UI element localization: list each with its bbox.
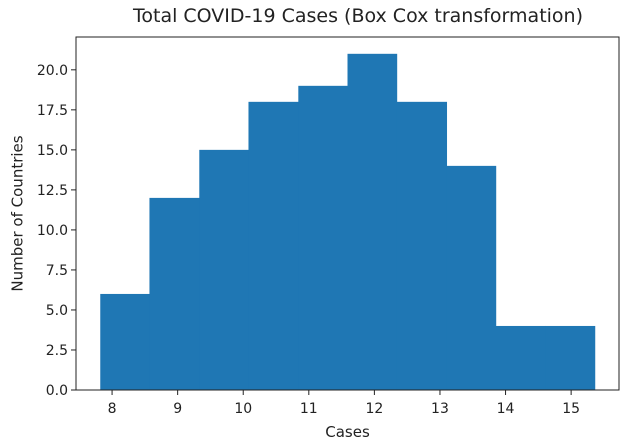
y-tick-label: 15.0 (37, 143, 68, 159)
x-tick-label: 10 (234, 401, 252, 417)
bar-4 (298, 85, 348, 390)
x-tick-label: 13 (431, 401, 449, 417)
y-tick-label: 7.5 (46, 263, 68, 279)
plot-frame (75, 36, 620, 391)
x-tick-label: 8 (108, 401, 117, 417)
bars-group (100, 53, 596, 391)
bar-3 (248, 101, 299, 390)
bar-5 (347, 53, 398, 391)
y-tick-label: 0.0 (46, 383, 68, 399)
bar-2 (199, 149, 249, 390)
x-tick-label: 14 (497, 401, 515, 417)
y-tick-label: 12.5 (37, 183, 68, 199)
bar-7 (446, 165, 497, 390)
x-tick-label: 11 (300, 401, 318, 417)
y-tick-label: 2.5 (46, 343, 68, 359)
y-axis-label: Number of Countries (9, 135, 27, 291)
x-tick-label: 12 (365, 401, 383, 417)
bar-9 (545, 325, 596, 390)
bar-8 (495, 325, 547, 390)
x-axis-label: Cases (325, 423, 370, 441)
x-tick-label: 15 (562, 401, 580, 417)
y-tick-label: 10.0 (37, 223, 68, 239)
bar-6 (396, 101, 448, 390)
y-tick-label: 17.5 (37, 103, 68, 119)
x-axis-ticks: 8 9 10 11 12 13 14 15 (108, 390, 580, 417)
chart-title: Total COVID-19 Cases (Box Cox transforma… (132, 5, 583, 27)
y-tick-label: 20.0 (37, 63, 68, 79)
y-axis-ticks: 0.0 2.5 5.0 7.5 10.0 12.5 15.0 17.5 20.0 (37, 63, 76, 399)
y-tick-label: 5.0 (46, 303, 68, 319)
bar-0 (100, 293, 150, 390)
x-tick-label: 9 (173, 401, 182, 417)
bar-1 (149, 197, 200, 390)
